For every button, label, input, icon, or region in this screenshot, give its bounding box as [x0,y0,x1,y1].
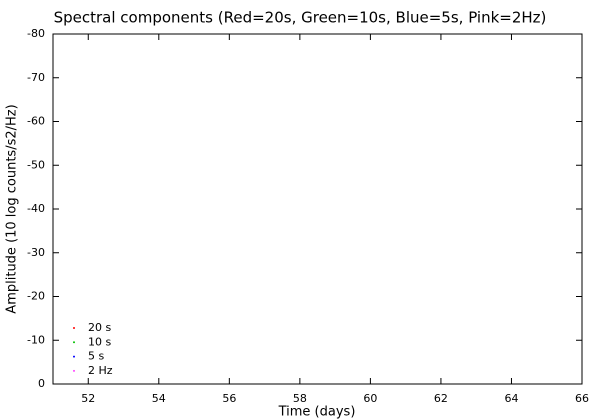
legend-label: 10 s [88,335,111,348]
y-tick-label: 0 [38,377,45,390]
y-tick-label: -70 [27,71,45,84]
x-tick-label: 64 [504,392,518,405]
y-tick-label: -40 [27,202,45,215]
plot-frame [52,33,583,385]
x-tick-label: 58 [293,392,307,405]
y-tick-label: -30 [27,246,45,259]
legend-marker [73,327,75,329]
x-tick-label: 54 [152,392,166,405]
y-tick-label: -50 [27,158,45,171]
legend-label: 2 Hz [88,364,113,377]
legend-label: 5 s [88,350,104,363]
x-tick-label: 66 [575,392,589,405]
x-tick-label: 52 [81,392,95,405]
y-tick-label: -20 [27,290,45,303]
y-tick-label: -60 [27,115,45,128]
x-tick-label: 62 [434,392,448,405]
x-axis-label: Time (days) [278,405,356,420]
chart-title: Spectral components (Red=20s, Green=10s,… [54,9,547,27]
y-axis-label: Amplitude (10 log counts/s2/Hz) [5,104,20,313]
x-tick-label: 60 [363,392,377,405]
legend-marker [73,341,75,344]
legend-marker [73,355,75,358]
legend-label: 20 s [88,321,111,334]
y-tick-label: -10 [27,333,45,346]
x-tick-label: 56 [222,392,236,405]
legend-marker [73,369,75,372]
y-tick-label: -80 [27,27,45,40]
